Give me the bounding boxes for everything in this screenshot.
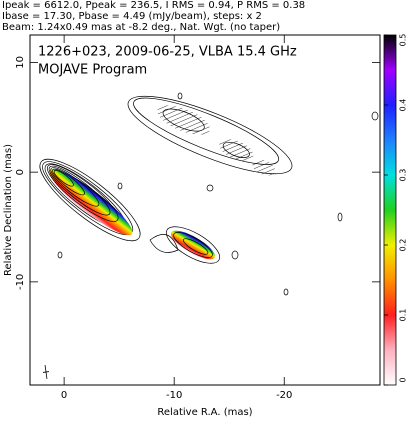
y-tick-label: 10 (15, 56, 26, 69)
y-tick-label: 0 (15, 169, 26, 175)
beam (42, 365, 50, 379)
header-line: Ipeak = 6612.0, Ppeak = 236.5, I RMS = 0… (2, 0, 305, 11)
chart-title: 1226+023, 2009-06-25, VLBA 15.4 GHz (38, 45, 297, 60)
y-tick-label: -10 (15, 274, 26, 290)
header-line: Beam: 1.24x0.49 mas at -8.2 deg., Nat. W… (2, 22, 280, 33)
colorbar-tick-label: 0.1 (399, 309, 408, 322)
y-axis-label: Relative Declination (mas) (3, 144, 14, 276)
colorbar (383, 34, 397, 386)
plot-frame (29, 34, 381, 386)
colorbar-tick-label: 0.3 (399, 169, 408, 182)
colorbar-tick-label: 0 (399, 377, 408, 382)
x-axis-label: Relative R.A. (mas) (157, 407, 252, 418)
colorbar-tick-label: 0.2 (399, 239, 408, 252)
header-line: Ibase = 17.30, Pbase = 4.49 (mJy/beam), … (2, 11, 262, 22)
x-tick-label: -10 (166, 390, 182, 401)
contour-map (39, 92, 379, 379)
x-tick-label: 0 (61, 390, 67, 401)
colorbar-tick-label: 0.4 (399, 99, 408, 112)
colorbar-tick-label: 0.5 (399, 34, 408, 47)
x-tick-label: -20 (276, 390, 292, 401)
chart-subtitle: MOJAVE Program (38, 63, 147, 78)
